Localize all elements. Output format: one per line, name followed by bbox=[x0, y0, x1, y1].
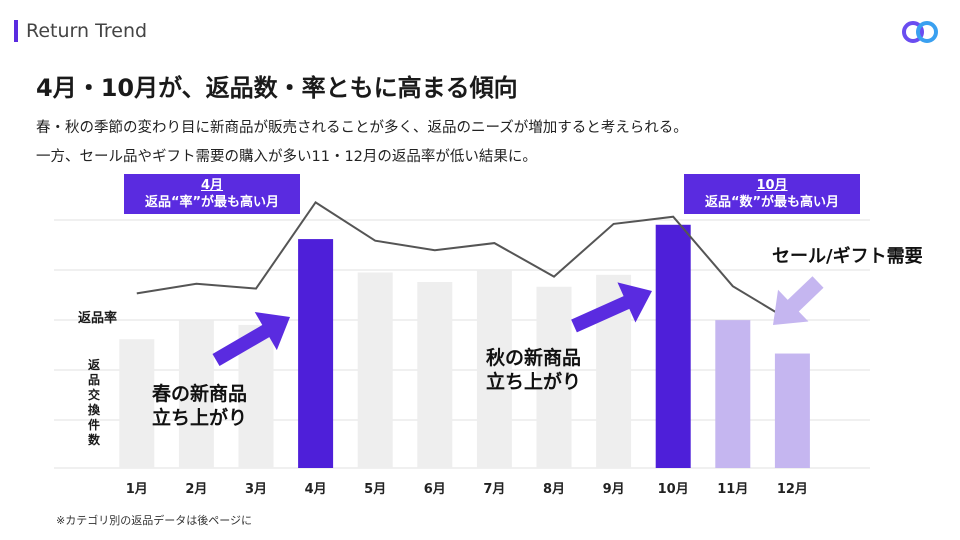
annotation-spring-line2: 立ち上がり bbox=[152, 407, 248, 429]
x-tick-label: 5月 bbox=[364, 482, 386, 497]
annotation-autumn: 秋の新商品 立ち上がり bbox=[486, 346, 581, 394]
bar-4 bbox=[298, 239, 334, 468]
bar-5 bbox=[357, 272, 393, 468]
sale-arrow-icon bbox=[773, 276, 824, 325]
description-line-2: 一方、セール品やギフト需要の購入が多い11・12月の返品率が低い結果に。 bbox=[36, 149, 537, 165]
callout-april-title: 4月 bbox=[200, 178, 224, 193]
x-tick-label: 2月 bbox=[185, 482, 207, 497]
x-tick-label: 10月 bbox=[658, 482, 689, 497]
annotation-autumn-line2: 立ち上がり bbox=[486, 371, 582, 393]
bar-11 bbox=[715, 320, 751, 468]
section-title: Return Trend bbox=[26, 20, 148, 42]
callout-october-title: 10月 bbox=[756, 178, 788, 193]
annotation-spring: 春の新商品 立ち上がり bbox=[152, 382, 247, 430]
callout-october-body: 返品“数”が最も高い月 bbox=[704, 195, 840, 210]
bar-6 bbox=[417, 282, 453, 468]
callout-april: 4月 返品“率”が最も高い月 bbox=[124, 174, 300, 214]
bar-7 bbox=[476, 270, 512, 468]
annotation-autumn-line1: 秋の新商品 bbox=[486, 347, 582, 369]
section-header: Return Trend bbox=[14, 20, 147, 42]
x-tick-label: 9月 bbox=[603, 482, 625, 497]
x-tick-label: 1月 bbox=[126, 482, 148, 497]
x-tick-label: 8月 bbox=[543, 482, 565, 497]
brand-logo-icon bbox=[902, 21, 938, 43]
annotation-spring-line1: 春の新商品 bbox=[152, 383, 248, 405]
footnote: ※カテゴリ別の返品データは後ページに bbox=[56, 514, 252, 527]
callout-april-body: 返品“率”が最も高い月 bbox=[144, 195, 280, 210]
x-tick-label: 4月 bbox=[305, 482, 327, 497]
page-title: 4月・10月が、返品数・率ともに高まる傾向 bbox=[36, 74, 518, 102]
bar-1 bbox=[119, 339, 155, 468]
annotation-sale: セール/ギフト需要 bbox=[772, 246, 923, 267]
autumn-arrow-icon bbox=[571, 282, 652, 333]
x-tick-label: 7月 bbox=[483, 482, 505, 497]
spring-arrow-icon bbox=[212, 312, 290, 367]
bar-axis-label: 返品交換件数 bbox=[87, 358, 100, 447]
x-tick-label: 3月 bbox=[245, 482, 267, 497]
accent-bar bbox=[14, 20, 18, 42]
x-tick-label: 11月 bbox=[717, 482, 748, 497]
bar-10 bbox=[655, 224, 691, 468]
bar-2 bbox=[178, 320, 214, 468]
line-series-label: 返品率 bbox=[78, 311, 118, 326]
callout-october: 10月 返品“数”が最も高い月 bbox=[684, 174, 860, 214]
x-tick-label: 12月 bbox=[777, 482, 808, 497]
x-tick-label: 6月 bbox=[424, 482, 446, 497]
bar-8 bbox=[536, 286, 572, 468]
description-line-1: 春・秋の季節の変わり目に新商品が販売されることが多く、返品のニーズが増加すると考… bbox=[36, 120, 688, 136]
return-rate-line bbox=[136, 201, 793, 323]
bar-12 bbox=[774, 353, 810, 468]
